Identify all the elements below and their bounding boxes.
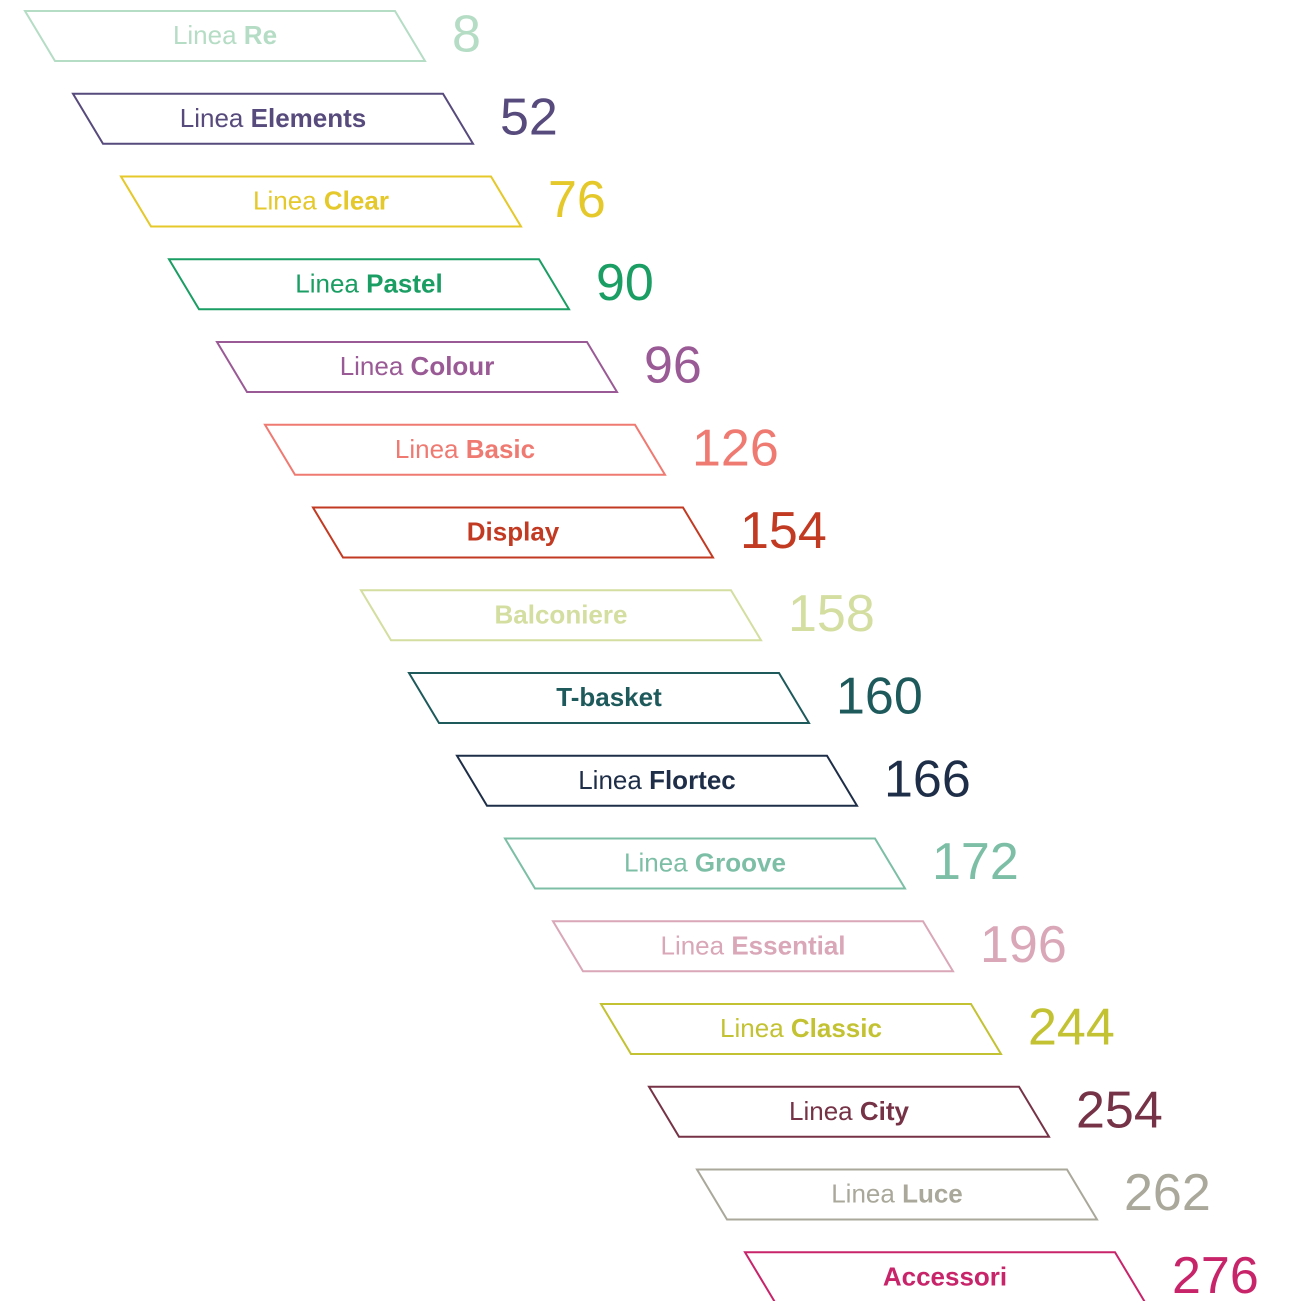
row: Linea Essential 196 <box>551 916 1067 974</box>
row-value: 126 <box>692 419 779 477</box>
row-value: 276 <box>1172 1247 1259 1301</box>
row-value: 154 <box>740 502 827 560</box>
row: Linea Pastel 90 <box>167 254 654 312</box>
row: Linea Luce 262 <box>695 1164 1211 1222</box>
row: Linea City 254 <box>647 1081 1163 1139</box>
label-name: Display <box>467 516 560 546</box>
row-label: Linea City <box>789 1096 910 1126</box>
label-frame <box>359 589 763 642</box>
row-label: Linea Flortec <box>578 765 736 795</box>
label-prefix: Linea <box>180 103 244 133</box>
label-frame <box>647 1085 1051 1138</box>
row-value: 254 <box>1076 1081 1163 1139</box>
row: Linea Flortec 166 <box>455 750 971 808</box>
label-prefix: Linea <box>253 185 317 215</box>
row: Balconiere 158 <box>359 585 875 643</box>
row-label: Linea Basic <box>395 434 535 464</box>
label-frame <box>311 506 715 559</box>
row-value: 160 <box>836 668 923 726</box>
label-name: Essential <box>731 930 845 960</box>
label-name: Elements <box>251 103 367 133</box>
label-frame <box>215 341 619 393</box>
row: Linea Colour 96 <box>215 337 702 395</box>
label-frame <box>263 423 667 476</box>
label-name: Clear <box>324 185 389 215</box>
row: Linea Clear 76 <box>119 171 606 229</box>
label-prefix: Linea <box>624 847 688 877</box>
row: Linea Groove 172 <box>503 833 1019 891</box>
label-name: Accessori <box>883 1261 1007 1291</box>
row-label: Linea Colour <box>340 351 495 381</box>
label-prefix: Linea <box>720 1013 784 1043</box>
label-frame <box>167 258 571 311</box>
row-label: T-basket <box>556 682 662 712</box>
label-frame <box>695 1168 1099 1221</box>
label-name: Colour <box>411 351 495 381</box>
row-value: 166 <box>884 750 971 808</box>
label-name: Basic <box>466 434 535 464</box>
row: Linea Basic 126 <box>263 419 779 477</box>
label-frame <box>71 92 475 145</box>
row: Linea Elements 52 <box>71 88 558 146</box>
label-prefix: Linea <box>340 351 404 381</box>
row: Accessori 276 <box>743 1247 1259 1301</box>
label-frame <box>551 920 955 973</box>
row-label: Linea Luce <box>831 1178 963 1208</box>
row: Linea Re 8 <box>23 6 481 64</box>
row-value: 52 <box>500 88 558 146</box>
label-frame <box>119 175 523 228</box>
row-label: Linea Clear <box>253 185 389 215</box>
label-frame <box>23 10 427 62</box>
row-value: 76 <box>548 171 606 229</box>
label-name: Classic <box>791 1013 882 1043</box>
row-value: 158 <box>788 585 875 643</box>
row-label: Balconiere <box>495 599 628 629</box>
row-label: Linea Groove <box>624 847 786 877</box>
label-prefix: Linea <box>831 1178 895 1208</box>
label-name: Flortec <box>649 765 736 795</box>
row-label: Linea Classic <box>720 1013 882 1043</box>
label-prefix: Linea <box>295 268 359 298</box>
label-prefix: Linea <box>173 20 237 50</box>
row-value: 90 <box>596 254 654 312</box>
label-prefix: Linea <box>789 1096 853 1126</box>
row: Display 154 <box>311 502 827 560</box>
label-frame <box>599 1003 1003 1055</box>
row-label: Linea Pastel <box>295 268 442 298</box>
label-name: T-basket <box>556 682 662 712</box>
row-label: Linea Re <box>173 20 277 50</box>
row-value: 262 <box>1124 1164 1211 1222</box>
row-value: 8 <box>452 6 481 64</box>
row: T-basket 160 <box>407 668 923 726</box>
row: Linea Classic 244 <box>599 999 1115 1057</box>
row-label: Linea Elements <box>180 103 366 133</box>
label-name: Re <box>244 20 277 50</box>
label-name: City <box>860 1096 910 1126</box>
label-prefix: Linea <box>395 434 459 464</box>
label-frame <box>407 672 811 724</box>
label-frame <box>503 837 907 890</box>
row-label: Display <box>467 516 560 546</box>
row-label: Linea Essential <box>660 930 845 960</box>
label-name: Pastel <box>366 268 443 298</box>
label-prefix: Linea <box>660 930 724 960</box>
label-name: Groove <box>695 847 786 877</box>
row-value: 96 <box>644 337 702 395</box>
label-prefix: Linea <box>578 765 642 795</box>
label-name: Luce <box>902 1178 963 1208</box>
label-frame <box>743 1251 1146 1301</box>
row-label: Accessori <box>883 1261 1007 1291</box>
label-name: Balconiere <box>495 599 628 629</box>
row-value: 196 <box>980 916 1067 974</box>
row-value: 172 <box>932 833 1019 891</box>
row-value: 244 <box>1028 999 1115 1057</box>
label-frame <box>455 754 859 807</box>
